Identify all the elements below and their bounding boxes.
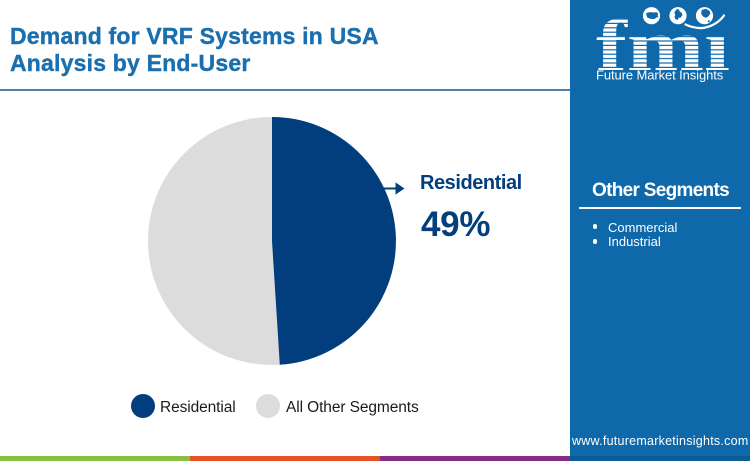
svg-text:Future Market Insights: Future Market Insights: [596, 68, 724, 83]
